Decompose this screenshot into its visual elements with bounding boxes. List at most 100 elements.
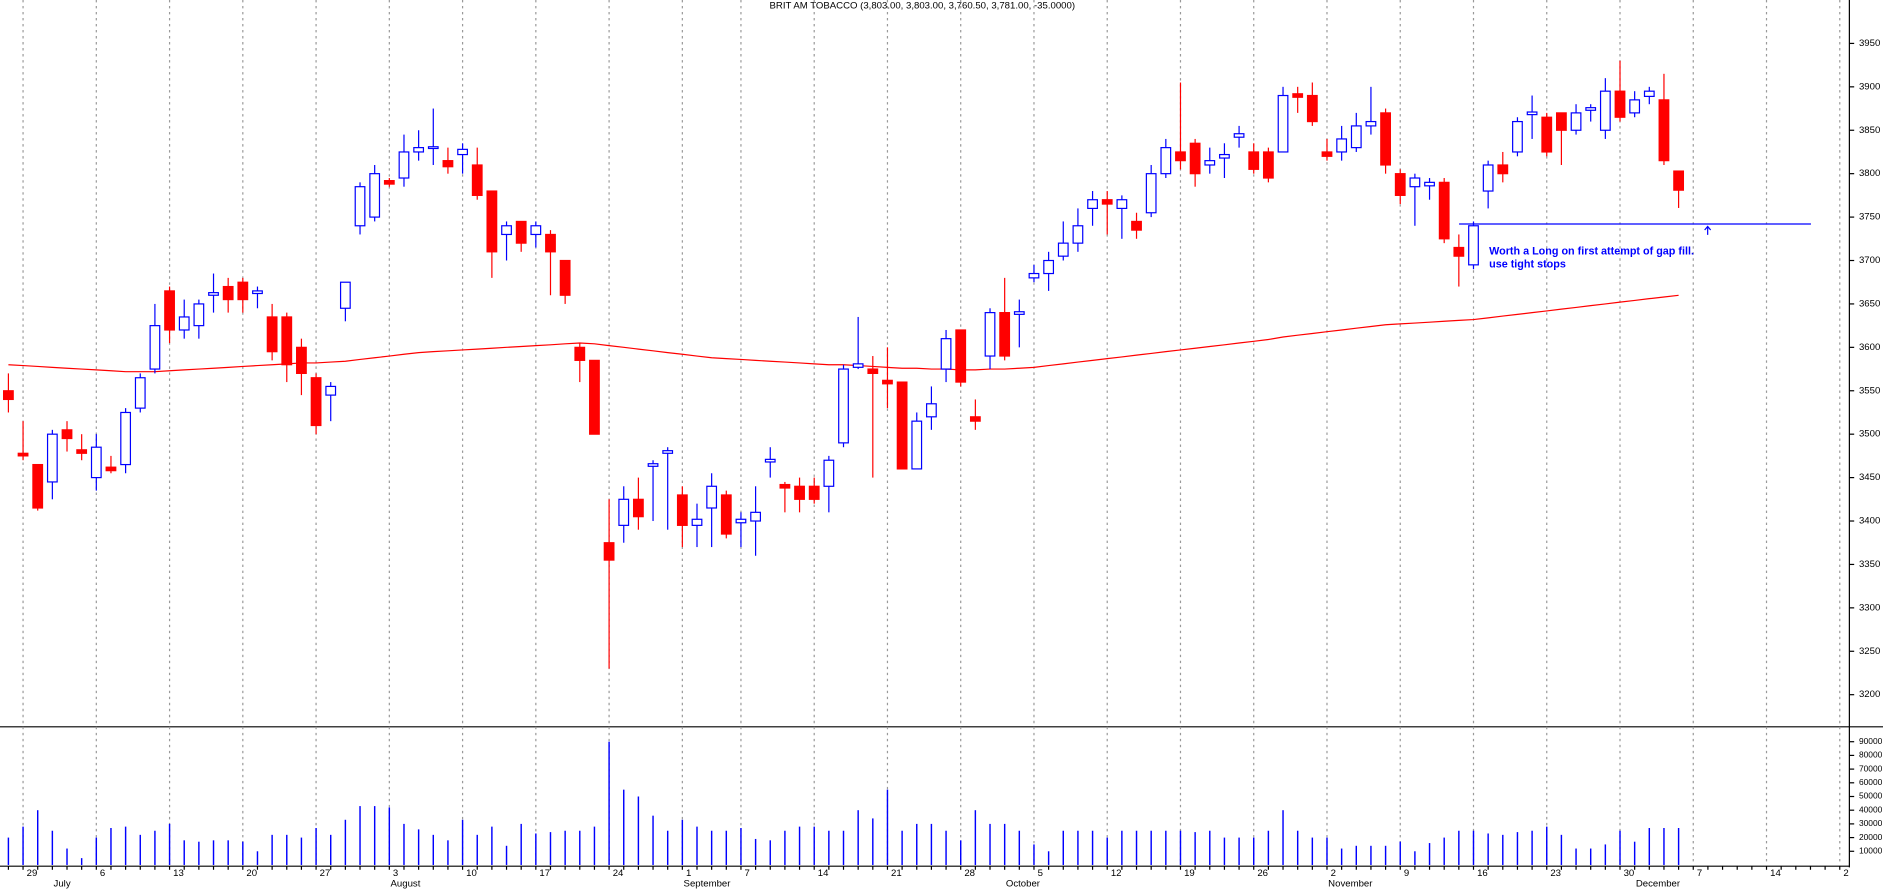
candle-body	[1131, 220, 1142, 231]
candle-body	[149, 325, 161, 370]
x-tick-label: 5	[1038, 868, 1043, 879]
candle-body	[984, 312, 996, 357]
candle-body	[1424, 181, 1435, 187]
y-tick-label: 3500	[1859, 429, 1880, 440]
candle-body	[1438, 181, 1450, 240]
y-tick-label: 3300	[1859, 602, 1880, 613]
y-tick-label: 3250	[1859, 646, 1880, 657]
x-tick-label: 28	[964, 868, 975, 879]
candle-body	[1277, 94, 1289, 153]
candle-body	[926, 403, 937, 418]
candle-body	[1673, 170, 1685, 191]
candle-body	[1072, 225, 1084, 244]
x-tick-label: 20	[246, 868, 257, 879]
month-label: November	[1328, 879, 1373, 889]
x-tick-label: 13	[173, 868, 184, 879]
candle-body	[310, 377, 322, 427]
x-tick-label: 17	[539, 868, 550, 879]
volume-tick-label: 20000	[1859, 832, 1883, 842]
month-label: December	[1636, 879, 1681, 889]
candle-body	[1057, 242, 1069, 257]
y-tick-label: 3550	[1859, 385, 1880, 396]
candle-body	[413, 147, 425, 153]
x-tick-label: 1	[686, 868, 691, 879]
candle-body	[867, 368, 879, 374]
candle-body	[1380, 112, 1391, 166]
candle-body	[764, 458, 776, 463]
candle-body	[1043, 259, 1055, 275]
candle-body	[354, 186, 366, 227]
y-tick-label: 3700	[1859, 255, 1880, 266]
candle-body	[530, 225, 542, 236]
candle-body	[1248, 151, 1260, 170]
candle-body	[735, 518, 747, 524]
candle-body	[852, 363, 864, 368]
candle-body	[164, 290, 175, 331]
candle-body	[1101, 199, 1113, 205]
candle-body	[1643, 90, 1655, 97]
y-tick-label: 3650	[1859, 298, 1880, 309]
candle-body	[471, 164, 483, 196]
candle-body	[1204, 160, 1216, 166]
candle-body	[457, 148, 468, 156]
x-tick-label: 24	[613, 868, 624, 879]
candle-body	[911, 420, 923, 470]
x-tick-label: 27	[320, 868, 331, 879]
candle-body	[1570, 112, 1582, 131]
y-tick-label: 3350	[1859, 559, 1880, 570]
y-tick-label: 3900	[1859, 81, 1880, 92]
candle-body	[76, 449, 88, 454]
candle-body	[691, 518, 703, 526]
candle-body	[1482, 164, 1494, 192]
candle-body	[574, 346, 586, 361]
volume-tick-label: 10000	[1859, 845, 1883, 855]
candle-body	[1262, 151, 1274, 179]
x-tick-label: 10	[466, 868, 477, 879]
candle-body	[1614, 90, 1626, 118]
candle-body	[1292, 93, 1304, 98]
volume-tick-label: 30000	[1859, 818, 1883, 828]
candle-body	[940, 338, 952, 370]
candle-body	[838, 368, 849, 444]
x-tick-label: 19	[1184, 868, 1195, 879]
candle-body	[750, 511, 762, 522]
candle-body	[1145, 173, 1157, 214]
y-tick-label: 3850	[1859, 125, 1880, 136]
candle-body	[618, 498, 630, 526]
candle-body	[676, 494, 688, 526]
month-label: August	[391, 879, 421, 889]
candle-body	[882, 379, 893, 385]
candle-body	[17, 452, 29, 457]
x-tick-label: 12	[1111, 868, 1122, 879]
candle-body	[1175, 151, 1186, 162]
x-tick-label: 26	[1257, 868, 1268, 879]
candle-body	[222, 285, 234, 301]
candle-body	[266, 316, 278, 353]
candle-body	[1658, 99, 1670, 162]
candle-body	[794, 485, 805, 500]
candle-body	[515, 220, 527, 244]
candle-body	[720, 494, 732, 535]
x-tick-label: 14	[1770, 868, 1781, 879]
x-tick-label: 16	[1477, 868, 1488, 879]
x-tick-label: 6	[100, 868, 105, 879]
candle-body	[779, 483, 791, 489]
candle-body	[1087, 199, 1098, 210]
y-tick-label: 3800	[1859, 168, 1880, 179]
candle-body	[237, 281, 249, 301]
candle-body	[589, 359, 600, 435]
candle-body	[559, 259, 571, 296]
candle-body	[545, 233, 556, 253]
candle-body	[1233, 133, 1245, 138]
candle-body	[1219, 153, 1230, 159]
x-tick-label: 29	[27, 868, 38, 879]
candle-body	[647, 463, 659, 467]
candle-body	[1160, 147, 1172, 175]
y-tick-label: 3400	[1859, 516, 1880, 527]
candle-body	[955, 329, 967, 383]
x-tick-label: 2	[1843, 868, 1848, 879]
volume-tick-label: 70000	[1859, 763, 1883, 773]
